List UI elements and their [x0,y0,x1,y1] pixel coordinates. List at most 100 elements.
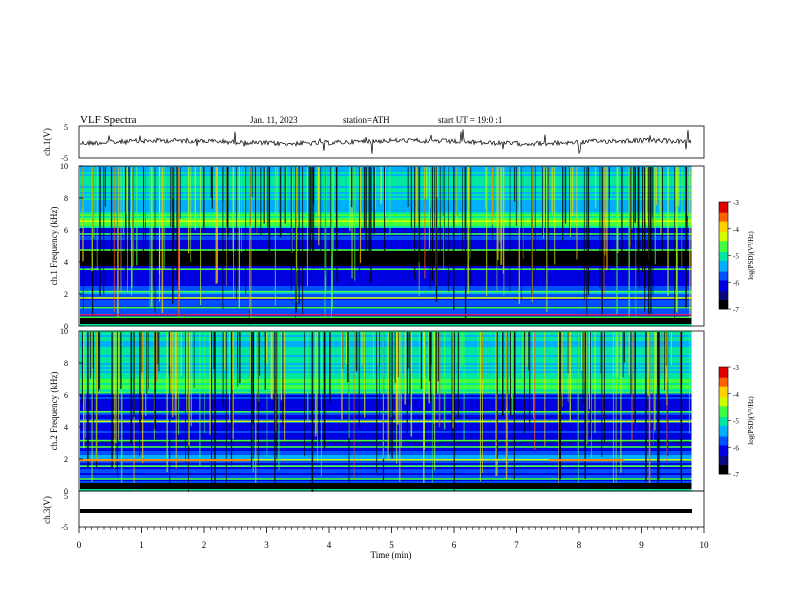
sferic-streak [599,167,601,289]
colorbar-segment [719,230,728,233]
colorbar-segment [719,425,728,429]
spectrogram-band [80,228,692,231]
sferic-streak [161,167,164,314]
sferic-streak [680,332,682,479]
sferic-streak [232,167,234,252]
sferic-streak [434,332,436,470]
sferic-streak [239,332,241,384]
sferic-streak [406,332,408,433]
sferic-streak [407,332,409,370]
sferic-streak [250,332,253,469]
sferic-streak [615,332,617,488]
spectrogram-band [80,387,692,390]
spectrogram-band [80,274,692,277]
colorbar-segment [719,449,728,452]
spectrogram-band [80,463,692,466]
sferic-streak [562,167,564,241]
sferic-streak [151,167,153,308]
sferic-streak [210,167,213,198]
sferic-streak [309,167,311,266]
spectrogram-band [80,294,692,297]
spectrogram-band [80,359,692,362]
spectrogram-band [80,479,692,482]
colorbar-segment [719,393,728,396]
sferic-streak [125,167,127,281]
colorbar-segment [719,384,728,388]
sferic-streak [117,167,119,317]
ch3-ytick-bottom: -5 [61,523,68,532]
sferic-streak [209,332,211,435]
sferic-streak [667,332,669,457]
colorbar-segment [719,269,728,272]
spectrogram-band [80,467,692,470]
colorbar-tick-label: -5 [733,253,739,261]
sferic-streak [177,167,180,317]
spectrogram-band [80,347,692,350]
spectrogram-band [80,381,692,384]
sferic-streak [657,332,659,488]
narrowband-line [80,459,692,461]
sferic-streak [433,332,435,424]
sferic-streak [511,332,514,415]
colorbar-segment [719,411,728,414]
spectrogram-band [80,250,692,253]
xtick-label: 9 [639,540,644,550]
sferic-streak [370,167,372,283]
sferic-streak [320,167,322,254]
sferic-streak [298,167,300,304]
spectrogram-band [80,473,692,476]
sferic-streak [645,167,648,225]
sferic-streak [634,332,636,370]
ch2-spectrogram-panel: 0 2 4 6 8 10 ch.2 Frequency (kHz) [49,327,705,496]
colorbar-segment [719,367,728,370]
sferic-streak [308,167,310,247]
sferic-streak [600,332,602,374]
xtick-label: 5 [389,540,394,550]
sferic-streak [569,167,571,233]
ch1-ytick-bottom: -5 [61,154,68,163]
spectrogram-band [80,401,692,404]
sferic-streak [399,332,401,482]
colorbar-segment [719,466,728,470]
colorbar-segment [719,246,728,249]
colorbar-segment [719,440,728,443]
sferic-streak [437,332,440,382]
sferic-streak [379,332,380,417]
sferic-streak [266,332,268,364]
sferic-streak [689,167,691,324]
sferic-streak [311,332,314,492]
sferic-streak [634,167,636,223]
sferic-streak [382,332,384,459]
sferic-streak [657,332,659,483]
ch1-spectrogram-frame [78,165,705,327]
spectrogram-band [80,367,692,370]
sferic-streak [675,167,677,206]
sferic-streak [594,332,596,433]
sferic-streak [163,167,165,269]
spectrogram-band [80,441,692,444]
colorbar-segment [719,250,728,253]
xtick-label: 4 [327,540,332,550]
sferic-streak [414,167,416,280]
spectrogram-band [80,349,692,352]
narrowband-line [80,290,692,293]
colorbar-segment [719,282,728,285]
sferic-streak [520,167,522,300]
sferic-streak [347,332,349,383]
ch1-waveform-panel: 5 -5 ch.1(V) [42,123,705,163]
colorbar-segment [719,287,728,290]
colorbar-segment [719,422,728,425]
sferic-streak [576,167,578,260]
sferic-streak [118,332,120,394]
sferic-streak [120,167,122,292]
sferic-streak [271,332,273,400]
ch2-spectrogram-image [80,331,692,492]
sferic-streak [631,332,633,442]
colorbar-segment [719,436,728,439]
sferic-streak [587,167,590,295]
sferic-streak [353,332,355,480]
sferic-streak [126,167,128,215]
sferic-streak [317,332,318,463]
sferic-streak [143,167,144,262]
sferic-streak [429,332,430,381]
